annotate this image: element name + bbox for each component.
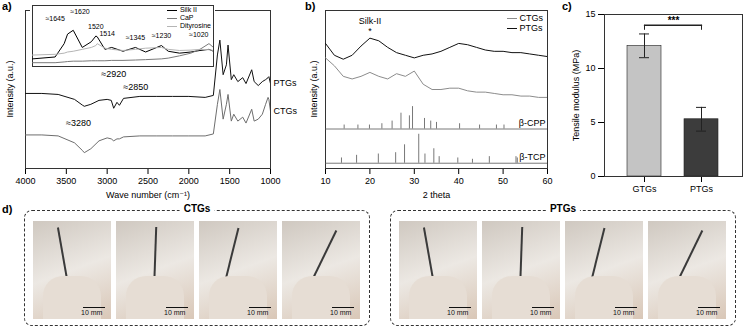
html-text:Dityrosine: Dityrosine (179, 22, 211, 29)
html-text:CaP: CaP (179, 14, 194, 21)
svg-text:15: 15 (585, 9, 595, 19)
svg-text:*: * (368, 26, 372, 36)
html-text:CTGs: CTGs (183, 203, 211, 214)
svg-text:Tensile modulus (MPa): Tensile modulus (MPa) (571, 50, 581, 142)
html-text:10 mm: 10 mm (330, 309, 352, 316)
html-text:10 mm: 10 mm (447, 309, 469, 316)
svg-text:≈1020: ≈1020 (189, 31, 209, 38)
html-text:Intensity (a.u.): Intensity (a.u.) (308, 60, 319, 118)
svg-text:PTGs: PTGs (274, 78, 298, 88)
html-text:10 mm: 10 mm (81, 309, 103, 316)
svg-text:10: 10 (320, 176, 330, 186)
svg-text:≈1620: ≈1620 (70, 8, 90, 15)
svg-text:Silk-II: Silk-II (359, 16, 382, 26)
svg-text:PTGs: PTGs (690, 184, 714, 194)
svg-text:1514: 1514 (99, 30, 115, 37)
svg-text:β-CPP: β-CPP (519, 118, 546, 128)
svg-text:2 theta: 2 theta (423, 190, 451, 200)
svg-text:2000: 2000 (179, 176, 199, 186)
svg-text:≈2850: ≈2850 (123, 82, 148, 92)
svg-text:***: *** (668, 15, 680, 26)
svg-text:1000: 1000 (260, 176, 280, 186)
html-text:PTGs: PTGs (549, 203, 577, 214)
svg-text:≈1645: ≈1645 (45, 15, 65, 22)
svg-text:1520: 1520 (88, 23, 104, 30)
svg-text:5: 5 (590, 117, 595, 127)
svg-text:≈1230: ≈1230 (152, 32, 172, 39)
html-text:10 mm: 10 mm (164, 309, 186, 316)
html-text:10 mm: 10 mm (247, 309, 269, 316)
html-text:a): a) (2, 0, 12, 12)
html-text:10 mm: 10 mm (696, 309, 718, 316)
svg-text:3000: 3000 (97, 176, 117, 186)
svg-text:10: 10 (585, 63, 595, 73)
svg-text:20: 20 (365, 176, 375, 186)
svg-text:≈3280: ≈3280 (66, 118, 91, 128)
html-text:PTGs: PTGs (519, 23, 543, 33)
svg-text:30: 30 (409, 176, 419, 186)
html-text:CTGs: CTGs (519, 13, 543, 23)
svg-text:2500: 2500 (138, 176, 158, 186)
html-text:10 mm: 10 mm (530, 309, 552, 316)
svg-text:Wave number (cm⁻¹): Wave number (cm⁻¹) (106, 190, 190, 200)
svg-text:3500: 3500 (56, 176, 76, 186)
svg-text:60: 60 (542, 176, 552, 186)
svg-text:1500: 1500 (220, 176, 240, 186)
svg-text:0: 0 (590, 171, 595, 181)
svg-text:40: 40 (454, 176, 464, 186)
svg-text:50: 50 (498, 176, 508, 186)
svg-text:≈2920: ≈2920 (101, 69, 126, 79)
html-text:c): c) (562, 0, 572, 12)
html-text:Silk II: Silk II (179, 6, 197, 13)
html-text:Intensity (a.u.): Intensity (a.u.) (4, 60, 15, 118)
html-text:b): b) (305, 0, 316, 12)
svg-text:4000: 4000 (15, 176, 35, 186)
html-text:10 mm: 10 mm (613, 309, 635, 316)
svg-text:GTGs: GTGs (633, 184, 657, 194)
svg-text:β-TCP: β-TCP (519, 152, 545, 162)
svg-text:≈1345: ≈1345 (126, 34, 146, 41)
svg-text:CTGs: CTGs (274, 106, 298, 116)
html-text:d): d) (2, 203, 13, 215)
